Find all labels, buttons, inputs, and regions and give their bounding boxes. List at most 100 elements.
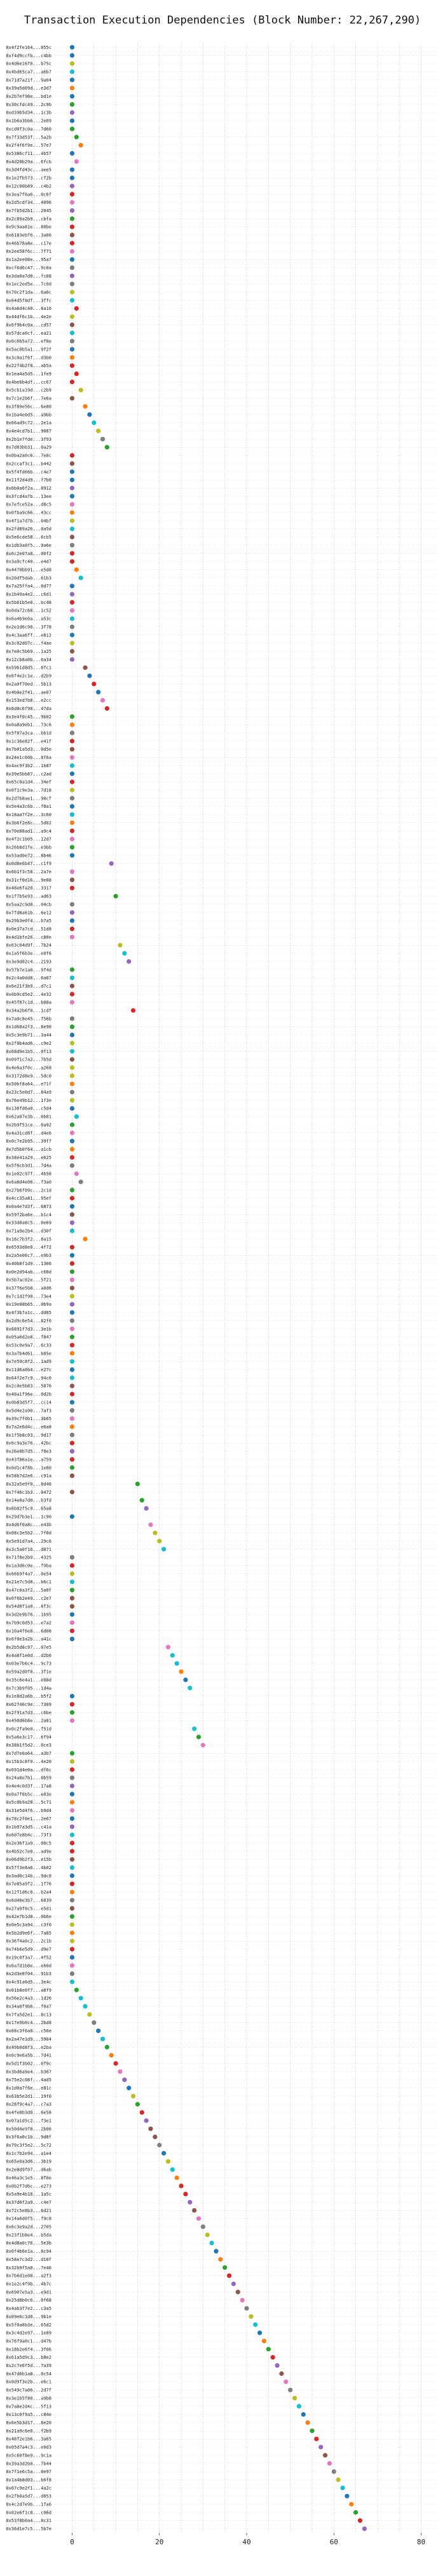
data-point	[113, 894, 118, 899]
category-label: 0x57b7e1a0...9f4d	[6, 967, 51, 972]
category-label: 0x0c9e6a5b...7d41	[6, 2053, 51, 2058]
data-point	[69, 1310, 75, 1315]
data-point	[188, 1686, 193, 1691]
data-point	[69, 779, 75, 784]
data-point	[231, 2281, 236, 2286]
data-point	[69, 853, 75, 858]
category-label: 0x2c0e5b83...5876	[6, 1384, 51, 1389]
category-label: 0x42e7b1d8...0b6e	[6, 1914, 51, 1919]
category-label: 0x63c04d9f...7b24	[6, 943, 51, 948]
category-label: 0x607e8b4c...73f3	[6, 1833, 51, 1838]
data-point	[127, 2085, 132, 2091]
data-point	[69, 93, 75, 99]
category-label: 0x3fcd4a7b...13ee	[6, 494, 51, 499]
category-label: 0x5aa2c9d8...04cb	[6, 902, 51, 907]
data-point	[69, 983, 75, 989]
category-label: 0x0b9cd5e2...4e32	[6, 992, 51, 997]
category-label: 0x6c9a3e76...42bc	[6, 1441, 51, 1446]
data-point	[69, 86, 75, 91]
category-label: 0x4a8f1e0d...d2b6	[6, 1653, 51, 1658]
data-point	[69, 1196, 75, 1201]
category-label: 0x3bd6a9e4...b367	[6, 2069, 51, 2074]
data-point	[69, 1824, 75, 1829]
data-point	[69, 1212, 75, 1217]
category-label: 0x1d68a2f3...8e90	[6, 1024, 51, 1030]
data-point	[69, 1604, 75, 1609]
data-point	[74, 1987, 79, 1992]
category-label: 0x4f3b7a1c...dd85	[6, 1310, 51, 1315]
data-point	[69, 1122, 75, 1127]
category-label: 0x1e8d2a6b...b5f2	[6, 1694, 51, 1699]
category-label: 0x1a5f6b3e...e0f6	[6, 951, 51, 956]
category-label: 0x0b83d5f7...cc14	[6, 1400, 51, 1405]
category-label: 0x5a9e4b18...1a5c	[6, 2192, 51, 2197]
category-label: 0x7e85a9f2...1f76	[6, 1882, 51, 1887]
data-point	[69, 747, 75, 752]
category-label: 0x5f87a3ca...bb1d	[6, 731, 51, 736]
category-label: 0x76f9a0c1...d47b	[6, 2338, 51, 2344]
data-point	[109, 861, 114, 866]
data-point	[69, 126, 75, 131]
data-point	[96, 428, 101, 434]
data-point	[69, 1800, 75, 1805]
data-point	[69, 967, 75, 972]
data-point	[69, 1637, 75, 1642]
data-point	[69, 1767, 75, 1772]
category-label: 0x1a4b8d03...b6f8	[6, 2478, 51, 2483]
category-label: 0x5386cf11...4b57	[6, 151, 51, 156]
category-label: 0x18b2e6f4...3f06	[6, 2347, 51, 2352]
data-point	[74, 567, 79, 572]
data-point	[69, 1416, 75, 1421]
category-label: 0x153ed7b8...e2cc	[6, 698, 51, 703]
data-point	[183, 2192, 188, 2197]
data-point	[69, 1343, 75, 1348]
data-point	[170, 2167, 175, 2172]
data-point	[209, 2241, 214, 2246]
category-label: 0x70c2f1da...6a0c	[6, 290, 51, 295]
data-point	[69, 1571, 75, 1576]
category-label: 0x38b1f5d2...0ce3	[6, 1743, 51, 1748]
data-point	[69, 355, 75, 360]
category-label: 0x11f2d4d9...f7b0	[6, 478, 51, 483]
category-label: 0x1c7b2e94...a1e4	[6, 2151, 51, 2156]
category-label: 0x18aa7f2e...3c60	[6, 812, 51, 817]
category-label: 0x6f0e3a2b...a41c	[6, 1637, 51, 1642]
data-point	[69, 151, 75, 156]
category-label: 0x11d6a0b4...e27c	[6, 1367, 51, 1372]
category-label: 0x1ba4e0d5...a9bb	[6, 412, 51, 417]
category-label: 0x7f1e6c5a...0e97	[6, 2469, 51, 2474]
category-label: 0x138fd6a0...c5d4	[6, 1106, 51, 1111]
data-point	[235, 2290, 240, 2295]
data-point	[284, 2379, 289, 2384]
data-point	[104, 445, 109, 450]
data-point	[69, 1580, 75, 1585]
data-point	[69, 584, 75, 589]
category-label: 0x6b1f3c58...2a7e	[6, 869, 51, 875]
category-label: 0x7e0c5b69...1a25	[6, 649, 51, 654]
category-label: 0x2c7e0f5d...7a39	[6, 2363, 51, 2368]
category-label: 0x68d9e1b5...0f13	[6, 1049, 51, 1054]
data-point	[69, 1375, 75, 1380]
category-label: 0x78c2f0e1...2e67	[6, 1816, 51, 1821]
category-label: 0x7fb5d2b1...2045	[6, 208, 51, 213]
data-point	[305, 2420, 310, 2425]
category-label: 0xcf6d6c47...9c0a	[6, 265, 51, 271]
data-point	[69, 1049, 75, 1054]
category-label: 0x4c2d7e9b...1fa6	[6, 2502, 51, 2507]
category-label: 0x7a2e6d4c...e6a8	[6, 1425, 51, 1430]
data-point	[92, 681, 97, 687]
data-point	[130, 2093, 136, 2098]
data-point	[122, 951, 127, 956]
data-point	[69, 502, 75, 507]
category-label: 0x0d8e6b47...c1f9	[6, 861, 51, 866]
data-point	[69, 1783, 75, 1788]
data-point	[78, 1179, 83, 1184]
data-point	[69, 1130, 75, 1136]
data-point	[279, 2371, 284, 2376]
category-label: 0x4d6e16f0...b75c	[6, 62, 51, 67]
data-point	[240, 2298, 245, 2303]
data-point	[69, 812, 75, 817]
category-label: 0x0ba2a0c6...7e8c	[6, 453, 51, 459]
category-label: 0x39e5bb87...c2ad	[6, 772, 51, 777]
category-label: 0x19c0f3a7...4f52	[6, 1955, 51, 1960]
